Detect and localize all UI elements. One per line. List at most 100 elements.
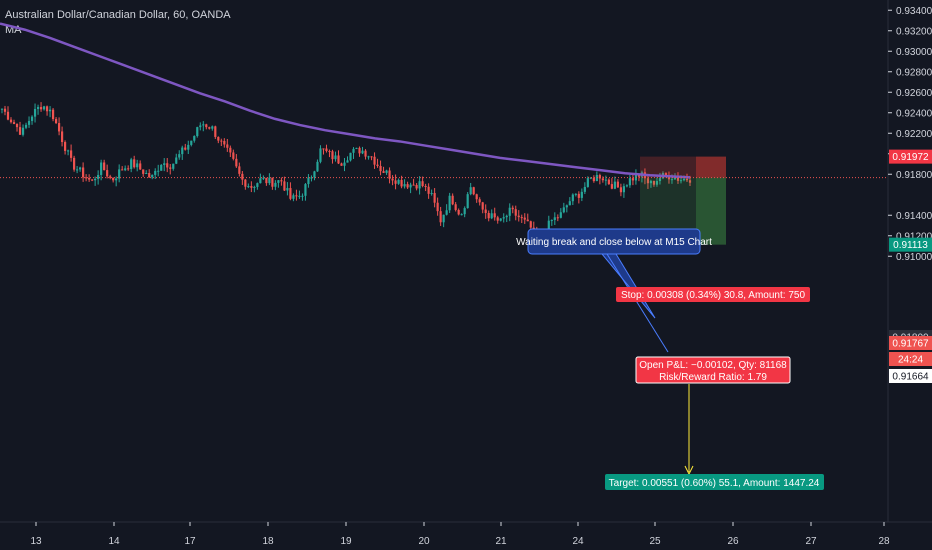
candle-body	[415, 185, 418, 189]
candle-body	[634, 174, 638, 181]
candle-body	[289, 188, 292, 199]
position-labels: Waiting break and close below at M15 Cha…	[516, 228, 824, 490]
x-tick-label: 21	[495, 536, 507, 547]
candle-body	[652, 180, 656, 185]
candle-body	[271, 177, 274, 187]
candle-body	[670, 179, 674, 181]
candle-body	[319, 148, 322, 162]
x-tick-label: 18	[262, 536, 274, 547]
position-tool[interactable]	[640, 156, 726, 245]
candle-body	[337, 155, 340, 164]
candle-body	[103, 162, 106, 171]
candle-body	[169, 167, 172, 169]
candle-body	[421, 181, 424, 186]
candle-body	[673, 177, 677, 180]
candle-body	[51, 109, 55, 120]
callout-box[interactable]	[527, 228, 701, 255]
candle-body	[85, 177, 88, 179]
candle-body	[397, 179, 400, 184]
candle-body	[39, 107, 43, 110]
candle-body	[145, 172, 148, 174]
target-label-box	[605, 474, 824, 490]
candle-body	[298, 195, 301, 197]
candle-body	[496, 217, 499, 221]
y-tick-label: 0.91400	[896, 211, 932, 222]
candle-body	[679, 180, 683, 182]
candle-body	[355, 147, 358, 149]
candle-body	[454, 204, 457, 210]
x-tick-label: 26	[727, 536, 739, 547]
candle-body	[178, 154, 181, 158]
candle-body	[259, 178, 262, 184]
candle-body	[520, 217, 523, 219]
y-tick-label: 0.92800	[896, 67, 932, 78]
candle-body	[580, 191, 583, 198]
candle-body	[388, 170, 391, 179]
candle-body	[400, 179, 403, 187]
candle-body	[27, 120, 31, 125]
candle-body	[655, 181, 659, 185]
symbol-title: Australian Dollar/Canadian Dollar, 60, O…	[5, 9, 231, 21]
x-tick-label: 13	[30, 536, 42, 547]
candle-body	[508, 207, 511, 216]
candle-body	[115, 178, 118, 181]
candle-body	[382, 171, 385, 173]
candle-body	[391, 178, 394, 181]
candle-body	[304, 184, 307, 196]
candle-body	[148, 172, 151, 178]
candle-body	[316, 161, 319, 172]
candle-body	[235, 158, 238, 167]
candle-body	[352, 148, 355, 153]
candle-body	[172, 163, 175, 169]
candle-body	[48, 109, 52, 112]
candle-body	[442, 214, 445, 223]
candle-body	[505, 215, 508, 218]
candle-body	[403, 184, 406, 187]
candle-body	[45, 106, 49, 112]
candle-body	[613, 181, 616, 189]
candle-body	[433, 193, 436, 203]
candle-body	[310, 177, 313, 179]
candle-body	[250, 186, 253, 188]
candle-body	[30, 116, 34, 121]
candle-body	[199, 125, 202, 128]
candle-body	[385, 170, 388, 173]
y-tick-label: 0.91000	[896, 252, 932, 263]
candle-body	[136, 163, 139, 168]
candle-body	[472, 187, 475, 195]
x-tick-label: 24	[572, 536, 584, 547]
candle-body	[478, 199, 481, 203]
candle-body	[460, 214, 463, 216]
current-price-tag-box	[889, 336, 932, 350]
target-price-tag: 0.91113	[893, 240, 928, 251]
candle-body	[0, 108, 4, 110]
candle-body	[253, 186, 256, 188]
x-tick-label: 17	[184, 536, 196, 547]
x-tick-label: 27	[805, 536, 817, 547]
candle-body	[328, 151, 331, 153]
candle-body	[619, 187, 622, 193]
candle-body	[97, 174, 100, 179]
candle-body	[190, 140, 193, 145]
candle-body	[334, 155, 337, 160]
candle-body	[358, 147, 361, 154]
y-tick-label: 0.93200	[896, 26, 932, 37]
candle-body	[367, 156, 370, 158]
pnl-label: Open P&L: −0.00102, Qty: 81168	[639, 360, 787, 371]
candle-body	[676, 177, 680, 181]
candle-body	[322, 148, 325, 150]
y-tick-label: 0.91200	[896, 231, 932, 242]
candle-body	[628, 178, 632, 186]
candle-body	[220, 140, 223, 142]
candle-body	[54, 119, 58, 124]
candle-body	[517, 215, 520, 218]
callout-text: Waiting break and close below at M15 Cha…	[516, 237, 712, 248]
candle-body	[118, 169, 121, 179]
candle-body	[481, 202, 484, 210]
target-label: Target: 0.00551 (0.60%) 55.1, Amount: 14…	[609, 478, 820, 489]
candle-body	[160, 164, 163, 171]
candle-body	[283, 181, 286, 191]
candle-body	[526, 219, 529, 222]
candle-body	[21, 127, 25, 135]
